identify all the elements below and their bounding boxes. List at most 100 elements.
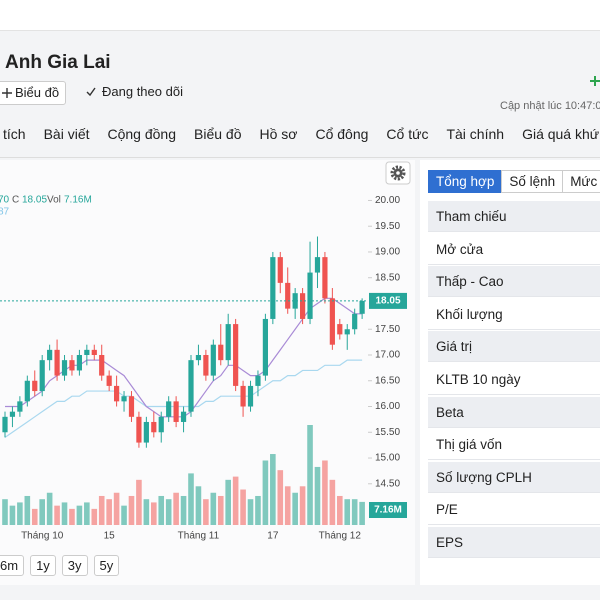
plus-icon [590,76,600,86]
volume-bar [307,425,313,525]
volume-bar [344,499,351,525]
range-button[interactable]: 1y [30,555,56,576]
candle-body [61,360,68,376]
gear-teeth [390,165,406,181]
y-tick-label: 15.00 [375,453,400,464]
panel-tab[interactable]: Mức g [562,170,600,193]
volume-bar [232,476,239,525]
candle-body [210,344,216,376]
volume-bar [210,492,217,525]
candle-body [84,349,90,355]
candle-body [47,349,53,361]
candle-body [270,257,276,319]
volume-bar [284,486,291,525]
range-button[interactable]: 3y [61,555,88,576]
last-price-label: 18.05 [375,296,400,307]
volume-bar [69,508,75,525]
nav-tab[interactable]: Biểu đồ [194,126,242,142]
panel-row: Giá trị [428,331,600,363]
volume-bar [240,489,246,525]
candle-body [344,329,350,335]
candle-body [106,375,112,386]
candle-body [128,396,135,417]
candle-body [359,300,365,314]
legend-close-label: C [12,195,19,206]
candle-body [255,375,261,386]
volume-bar [39,499,45,525]
nav-tab[interactable]: Cổ tức [386,126,429,142]
volume-bar [98,495,105,525]
candle-body [151,421,157,433]
chart-button[interactable]: Biểu đồ [0,81,67,105]
volume-bar [217,495,224,525]
nav-tab[interactable]: Bài viết [43,126,90,142]
legend-ma: 87 [0,207,10,218]
candle-body [233,324,239,386]
y-tick-label: 17.50 [375,324,400,335]
candle-body [292,293,298,309]
follow-button[interactable]: Đang theo dõi [86,84,183,99]
range-button[interactable]: 6m [0,555,25,576]
volume-bar [247,499,254,525]
volume-bar [203,499,209,525]
nav-tab[interactable]: Giá quá khứ [522,126,600,142]
panel-row: Số lượng CPLH [428,461,600,493]
top-bar [0,0,600,31]
panel-tab[interactable]: Số lệnh [501,170,564,193]
candle-body [39,360,45,392]
panel-row: KLTB 10 ngày [428,364,600,395]
candle-body [136,416,142,443]
candle-body [285,282,291,309]
legend-fragment: 70 [0,195,10,206]
volume-bar [2,499,8,525]
volume-bar [128,495,135,525]
volume-bar [31,508,38,525]
candle-body [203,355,209,376]
panel-row: Tham chiếu [428,201,600,232]
candle-body [9,411,16,417]
legend-volume-label: Vol [47,195,61,206]
gear-hole [396,171,400,175]
candle-body [188,360,194,412]
candle-body [307,272,313,319]
volume-bar [292,492,298,525]
nav-tab[interactable]: Cộng đồng [107,126,177,142]
volume-bar [277,470,284,525]
nav-tab[interactable]: tích [3,126,26,142]
volume-bar [17,502,23,525]
settings-button[interactable] [385,161,411,185]
nav-tab[interactable]: Hồ sơ [259,126,298,142]
volume-bar [158,495,165,525]
volume-bar [151,502,157,525]
updated-time: Cập nhật lúc 10:47:0 [500,100,600,112]
check-icon [86,87,96,97]
panel-tab[interactable]: Tổng hợp [428,170,503,193]
candle-body [262,318,268,376]
candle-body [54,349,60,376]
y-tick-label: 19.00 [375,247,400,258]
last-volume-box [369,502,407,518]
x-tick-label: 15 [104,531,116,542]
nav-tab[interactable]: Cổ đông [315,126,369,142]
volume-bar [329,479,336,525]
candle-body [314,257,321,273]
panel-row: EPS [428,527,600,558]
volume-bar [195,486,202,525]
nav-tab[interactable]: Tài chính [446,126,505,142]
range-button[interactable]: 5y [93,555,120,576]
range-buttons: 6m 1y 3y 5y [0,555,120,576]
candle-body [2,416,8,433]
candle-body [69,360,75,371]
candle-body [17,401,23,412]
volume-bar [61,502,68,525]
y-tick-label: 18.50 [375,272,400,283]
y-tick-label: 16.50 [375,375,400,386]
volume-bar [136,479,142,525]
nav-tabs: tích Bài viết Cộng đồng Biểu đồ Hồ sơ Cổ đông… [3,126,600,142]
volume-bar [270,454,276,525]
panel-row: Beta [428,396,600,428]
y-tick-label: 17.00 [375,350,400,361]
volume-bar [84,502,90,525]
divider [0,157,600,158]
